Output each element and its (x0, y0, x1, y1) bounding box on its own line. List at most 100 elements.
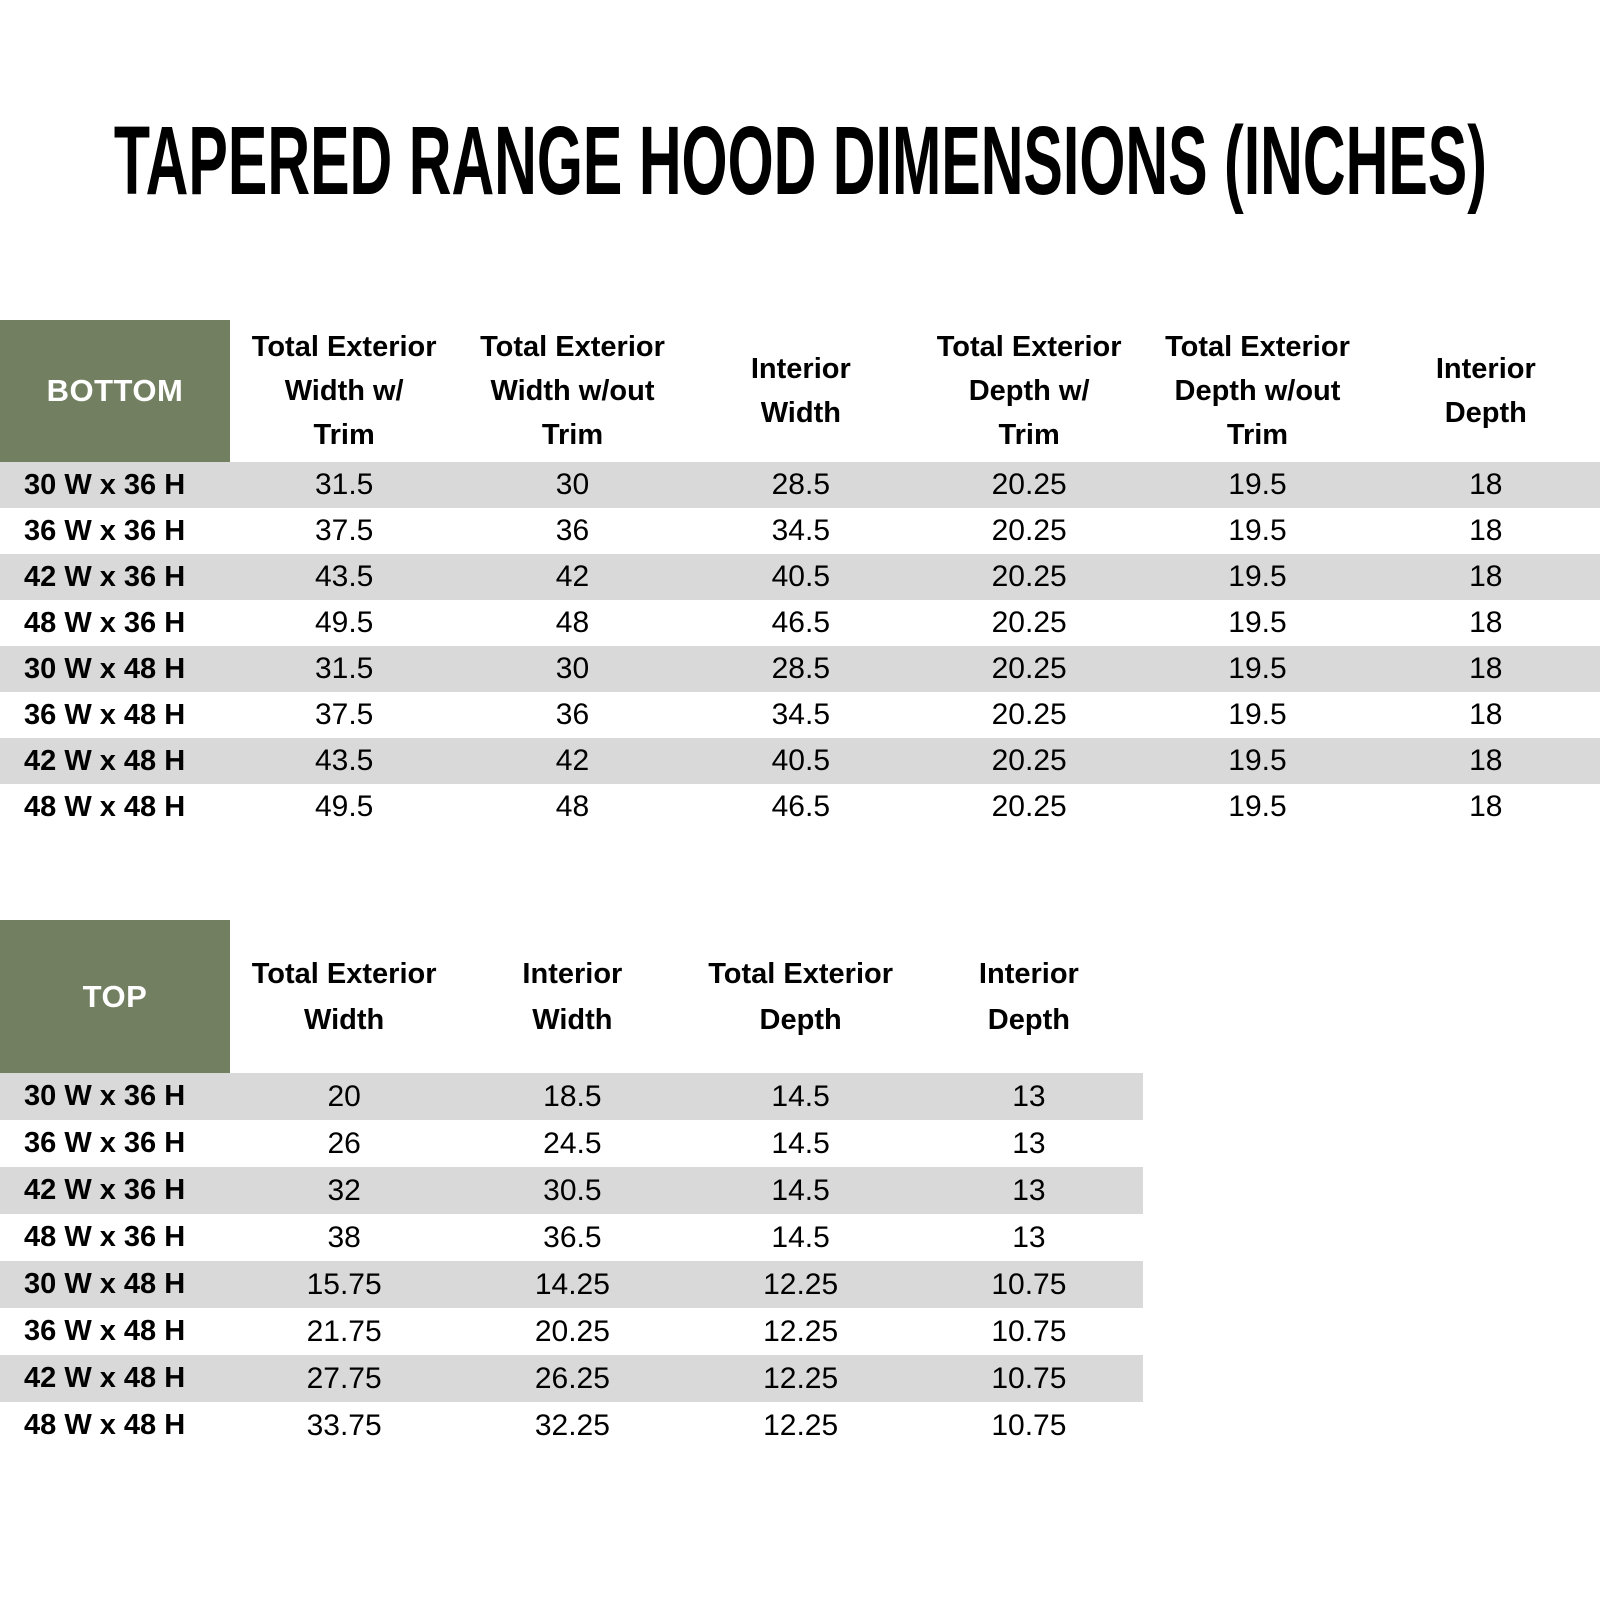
value-cell: 46.5 (771, 790, 831, 823)
table-row: 36 W x 36 H 26 24.5 14.5 13 (0, 1120, 1143, 1167)
value-cell: 20.25 (991, 790, 1067, 823)
value-cell: 14.5 (771, 1126, 830, 1160)
row-label: 30 W x 48 H (24, 1268, 186, 1300)
row-label: 30 W x 36 H (24, 468, 186, 501)
value-cell: 49.5 (314, 606, 374, 639)
top-corner-label: TOP (0, 920, 230, 1073)
value-cell: 19.5 (1228, 698, 1287, 731)
value-cell: 30 (555, 468, 590, 501)
bottom-column-header-5: Interior Depth (1371, 320, 1600, 462)
table-row: 48 W x 48 H 33.75 32.25 12.25 10.75 (0, 1402, 1143, 1449)
value-cell: 33.75 (306, 1408, 382, 1442)
row-label: 42 W x 36 H (24, 560, 186, 593)
value-cell: 19.5 (1228, 744, 1287, 777)
value-cell: 30.5 (543, 1173, 602, 1207)
value-cell: 48 (555, 790, 590, 823)
value-cell: 31.5 (314, 652, 374, 685)
value-cell: 32.25 (534, 1408, 610, 1442)
value-cell: 20 (327, 1079, 361, 1113)
value-cell: 14.25 (534, 1267, 610, 1301)
row-label: 48 W x 36 H (24, 1221, 186, 1253)
value-cell: 20.25 (534, 1314, 610, 1348)
value-cell: 32 (327, 1173, 361, 1207)
bottom-column-header-1: Total Exterior Width w/out Trim (458, 320, 687, 462)
bottom-column-header-4: Total Exterior Depth w/out Trim (1143, 320, 1372, 462)
table-row: 36 W x 48 H 21.75 20.25 12.25 10.75 (0, 1308, 1143, 1355)
row-label: 48 W x 36 H (24, 606, 186, 639)
value-cell: 36.5 (543, 1220, 602, 1254)
value-cell: 40.5 (771, 744, 831, 777)
value-cell: 20.25 (991, 514, 1067, 547)
value-cell: 38 (327, 1220, 361, 1254)
row-label: 36 W x 36 H (24, 1127, 186, 1159)
value-cell: 28.5 (771, 652, 831, 685)
value-cell: 10.75 (991, 1314, 1067, 1348)
table-row: 36 W x 36 H 37.5 36 34.5 20.25 19.5 18 (0, 508, 1600, 554)
value-cell: 36 (555, 698, 590, 731)
table-row: 48 W x 36 H 49.5 48 46.5 20.25 19.5 18 (0, 600, 1600, 646)
value-cell: 34.5 (771, 698, 831, 731)
top-column-header-2: Total Exterior Depth (686, 920, 915, 1073)
value-cell: 12.25 (763, 1361, 839, 1395)
value-cell: 14.5 (771, 1220, 830, 1254)
value-cell: 18 (1469, 606, 1503, 639)
row-label: 36 W x 48 H (24, 1315, 186, 1347)
top-column-header-1: Interior Width (458, 920, 687, 1073)
table-row: 42 W x 36 H 43.5 42 40.5 20.25 19.5 18 (0, 554, 1600, 600)
value-cell: 46.5 (771, 606, 831, 639)
table-row: 36 W x 48 H 37.5 36 34.5 20.25 19.5 18 (0, 692, 1600, 738)
value-cell: 12.25 (763, 1408, 839, 1442)
value-cell: 20.25 (991, 560, 1067, 593)
value-cell: 20.25 (991, 744, 1067, 777)
value-cell: 21.75 (306, 1314, 382, 1348)
value-cell: 18 (1469, 744, 1503, 777)
table-row: 48 W x 48 H 49.5 48 46.5 20.25 19.5 18 (0, 784, 1600, 830)
value-cell: 31.5 (314, 468, 374, 501)
value-cell: 10.75 (991, 1361, 1067, 1395)
value-cell: 18 (1469, 514, 1503, 547)
value-cell: 13 (1012, 1220, 1046, 1254)
row-label: 30 W x 48 H (24, 652, 186, 685)
value-cell: 19.5 (1228, 606, 1287, 639)
value-cell: 20.25 (991, 698, 1067, 731)
bottom-column-header-3: Total Exterior Depth w/ Trim (914, 320, 1144, 462)
value-cell: 42 (555, 744, 590, 777)
value-cell: 13 (1012, 1079, 1046, 1113)
value-cell: 20.25 (991, 606, 1067, 639)
table-row: 30 W x 48 H 31.5 30 28.5 20.25 19.5 18 (0, 646, 1600, 692)
value-cell: 48 (555, 606, 590, 639)
table-row: 30 W x 48 H 15.75 14.25 12.25 10.75 (0, 1261, 1143, 1308)
bottom-dimensions-table: BOTTOM Total Exterior Width w/ Trim Total … (0, 320, 1600, 830)
value-cell: 13 (1012, 1126, 1046, 1160)
value-cell: 40.5 (771, 560, 831, 593)
value-cell: 26.25 (534, 1361, 610, 1395)
value-cell: 18 (1469, 790, 1503, 823)
value-cell: 14.5 (771, 1079, 830, 1113)
value-cell: 18.5 (543, 1079, 602, 1113)
value-cell: 15.75 (306, 1267, 382, 1301)
value-cell: 26 (327, 1126, 361, 1160)
value-cell: 19.5 (1228, 560, 1287, 593)
table-row: 48 W x 36 H 38 36.5 14.5 13 (0, 1214, 1143, 1261)
value-cell: 36 (555, 514, 590, 547)
table-row: 42 W x 36 H 32 30.5 14.5 13 (0, 1167, 1143, 1214)
row-label: 42 W x 48 H (24, 744, 186, 777)
table-row: 30 W x 36 H 20 18.5 14.5 13 (0, 1073, 1143, 1120)
value-cell: 18 (1469, 652, 1503, 685)
page-title: TAPERED RANGE HOOD DIMENSIONS (INCHES) (113, 106, 1487, 215)
table-row: 42 W x 48 H 27.75 26.25 12.25 10.75 (0, 1355, 1143, 1402)
value-cell: 49.5 (314, 790, 374, 823)
value-cell: 34.5 (771, 514, 831, 547)
value-cell: 19.5 (1228, 514, 1287, 547)
value-cell: 42 (555, 560, 590, 593)
value-cell: 18 (1469, 560, 1503, 593)
row-label: 48 W x 48 H (24, 1409, 186, 1441)
value-cell: 30 (555, 652, 590, 685)
value-cell: 12.25 (763, 1267, 839, 1301)
bottom-header-row: BOTTOM Total Exterior Width w/ Trim Total … (0, 320, 1600, 462)
value-cell: 43.5 (314, 560, 374, 593)
top-column-header-0: Total Exterior Width (230, 920, 459, 1073)
value-cell: 20.25 (991, 468, 1067, 501)
value-cell: 18 (1469, 468, 1503, 501)
value-cell: 37.5 (314, 698, 374, 731)
